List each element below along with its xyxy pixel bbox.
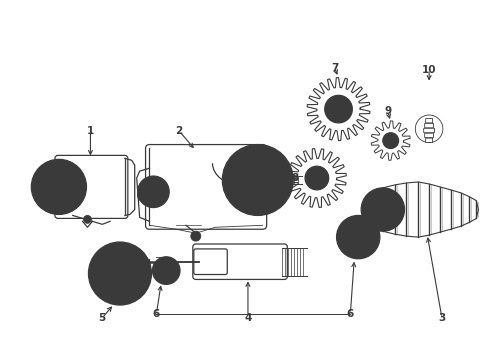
- Text: 6: 6: [153, 309, 160, 319]
- Text: 5: 5: [98, 313, 106, 323]
- Circle shape: [42, 170, 49, 177]
- Text: 4: 4: [245, 313, 252, 323]
- Circle shape: [92, 269, 101, 278]
- FancyBboxPatch shape: [425, 133, 434, 138]
- FancyBboxPatch shape: [425, 123, 434, 128]
- Text: 1: 1: [87, 126, 94, 136]
- Text: 7: 7: [331, 63, 338, 73]
- Circle shape: [42, 197, 49, 203]
- FancyBboxPatch shape: [194, 249, 227, 275]
- Circle shape: [45, 173, 73, 201]
- Circle shape: [127, 248, 137, 258]
- Circle shape: [69, 170, 75, 177]
- Text: 8: 8: [292, 173, 299, 183]
- Circle shape: [191, 231, 201, 241]
- Circle shape: [248, 170, 268, 190]
- FancyBboxPatch shape: [193, 244, 287, 279]
- Circle shape: [103, 289, 113, 299]
- Circle shape: [337, 215, 380, 259]
- Circle shape: [69, 197, 75, 203]
- Circle shape: [52, 180, 66, 194]
- Circle shape: [38, 166, 79, 208]
- Circle shape: [146, 184, 161, 200]
- Text: 2: 2: [175, 126, 183, 136]
- Circle shape: [222, 145, 293, 215]
- FancyBboxPatch shape: [426, 138, 433, 143]
- Circle shape: [112, 266, 128, 282]
- Text: 10: 10: [422, 65, 437, 75]
- Circle shape: [89, 242, 151, 305]
- Text: 9: 9: [384, 106, 392, 116]
- Circle shape: [152, 257, 180, 284]
- Circle shape: [102, 256, 138, 291]
- Circle shape: [305, 166, 329, 190]
- Circle shape: [31, 159, 86, 215]
- FancyBboxPatch shape: [426, 118, 433, 123]
- Text: 3: 3: [438, 313, 445, 323]
- Circle shape: [234, 156, 281, 204]
- Circle shape: [138, 190, 149, 202]
- FancyBboxPatch shape: [146, 145, 267, 229]
- Circle shape: [103, 248, 113, 258]
- Circle shape: [361, 188, 405, 231]
- FancyBboxPatch shape: [424, 128, 435, 133]
- Circle shape: [346, 225, 370, 249]
- Circle shape: [127, 289, 137, 299]
- Circle shape: [373, 200, 392, 219]
- FancyBboxPatch shape: [55, 156, 128, 219]
- Circle shape: [325, 95, 352, 123]
- Text: 6: 6: [347, 309, 354, 319]
- Circle shape: [83, 215, 92, 223]
- Circle shape: [159, 264, 173, 278]
- Circle shape: [383, 133, 398, 148]
- Circle shape: [138, 176, 169, 208]
- Circle shape: [139, 269, 148, 278]
